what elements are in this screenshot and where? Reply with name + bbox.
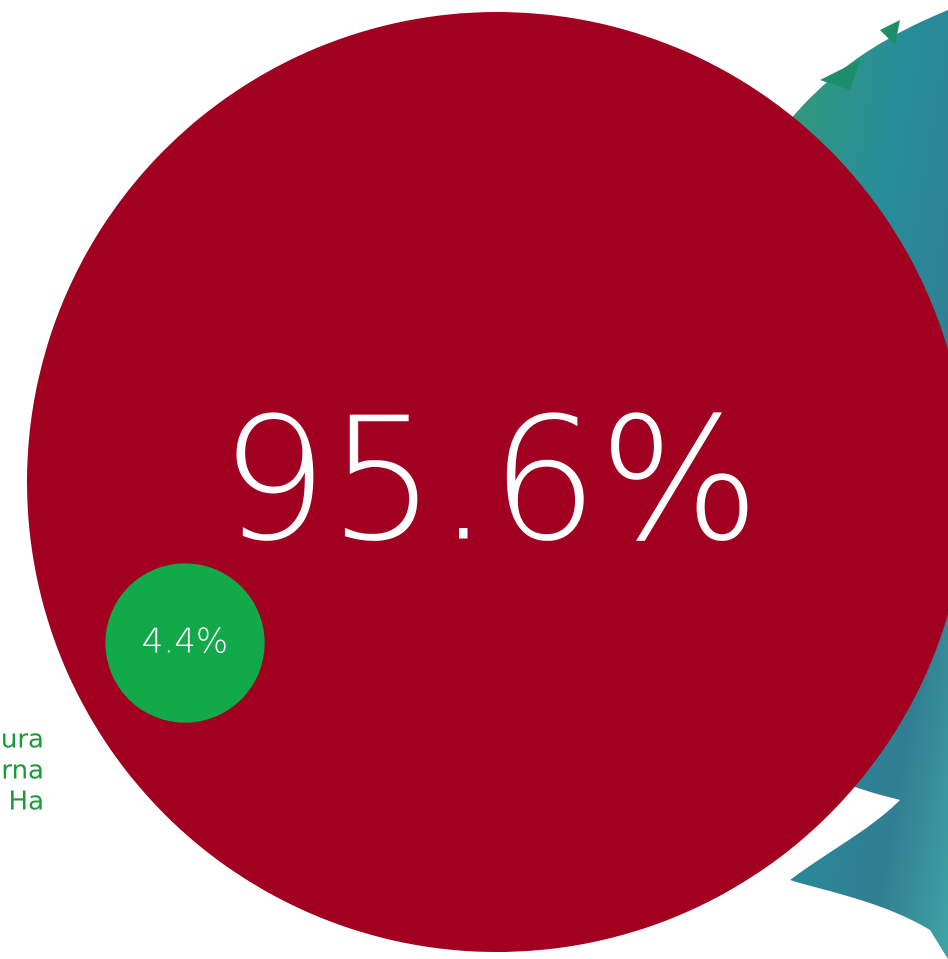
bubble [27, 12, 948, 952]
bubble [105, 563, 265, 723]
value-label: 4.4% [142, 622, 228, 662]
annotation: ura [1, 725, 44, 755]
value-label: 95.6% [220, 382, 760, 580]
annotation: rna [1, 756, 44, 786]
annotation: Ha [9, 787, 44, 817]
